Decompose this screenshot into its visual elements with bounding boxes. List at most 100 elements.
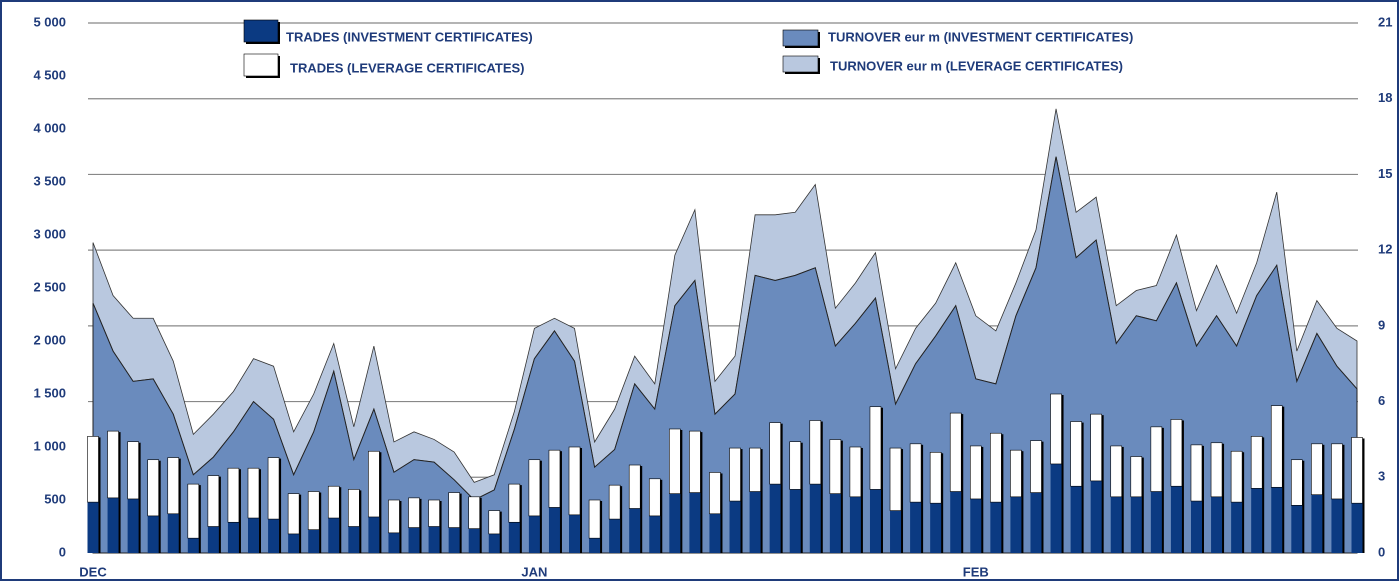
bar-investment	[1291, 505, 1303, 553]
bar-leverage	[869, 406, 882, 490]
legend-label: TURNOVER eur m (INVESTMENT CERTIFICATES)	[828, 29, 1133, 44]
bar-investment	[1311, 494, 1323, 553]
bar-investment	[829, 493, 841, 553]
bar-leverage	[1210, 442, 1223, 498]
area-investment	[92, 156, 1358, 554]
bar-investment	[809, 484, 821, 553]
x-tick-label: JAN	[521, 564, 547, 579]
bar-leverage	[588, 499, 601, 539]
bar-investment	[970, 498, 982, 553]
legend-swatch	[243, 53, 279, 77]
bar-investment	[1150, 491, 1162, 553]
bar-investment	[1331, 498, 1343, 553]
bar-investment	[488, 533, 500, 553]
y2-tick-label: 18	[1378, 90, 1392, 105]
bar-investment	[1190, 501, 1202, 553]
bar-investment	[990, 502, 1002, 553]
bar-investment	[1030, 492, 1042, 553]
bar-leverage	[287, 493, 300, 535]
bar-leverage	[348, 489, 360, 527]
bar-investment	[348, 526, 360, 553]
y-tick-label: 3 000	[33, 226, 66, 241]
y-tick-label: 4 500	[33, 67, 66, 82]
bar-leverage	[107, 430, 119, 499]
bar-leverage	[508, 483, 521, 523]
bar-leverage	[1250, 436, 1263, 489]
bar-investment	[268, 519, 280, 553]
bar-investment	[749, 491, 761, 553]
bar-leverage	[368, 450, 380, 518]
bar-leverage	[408, 497, 420, 528]
bar-investment	[1251, 488, 1263, 553]
bar-leverage	[749, 447, 761, 492]
bar-leverage	[1010, 449, 1022, 498]
bar-investment	[308, 529, 320, 553]
bar-leverage	[1110, 445, 1123, 498]
bar-leverage	[1311, 443, 1323, 496]
bar-investment	[869, 489, 881, 553]
y2-tick-label: 9	[1378, 317, 1385, 332]
bar-leverage	[307, 491, 320, 530]
x-tick-label: FEB	[963, 564, 989, 579]
bar-leverage	[1050, 393, 1062, 465]
bar-investment	[1211, 496, 1223, 553]
y-tick-label: 2 000	[33, 332, 66, 347]
bar-leverage	[1170, 419, 1183, 487]
bar-leverage	[1331, 443, 1343, 500]
bar-leverage	[187, 483, 200, 539]
bar-leverage	[1270, 405, 1283, 488]
bar-leverage	[909, 443, 922, 503]
bar-investment	[388, 532, 400, 553]
bar-investment	[1070, 486, 1082, 553]
bar-investment	[468, 528, 480, 553]
bar-investment	[1050, 463, 1062, 553]
bar-leverage	[729, 447, 741, 502]
bar-leverage	[1230, 450, 1243, 503]
bar-leverage	[568, 446, 581, 516]
bar-investment	[167, 513, 179, 553]
legend-swatch	[243, 19, 279, 43]
bar-investment	[87, 502, 99, 553]
y2-tick-label: 3	[1378, 469, 1385, 484]
bar-leverage	[1030, 440, 1042, 493]
bar-investment	[248, 518, 260, 553]
bar-leverage	[829, 439, 842, 494]
y-tick-label: 5 000	[33, 14, 66, 29]
bar-leverage	[528, 459, 541, 517]
bar-investment	[589, 538, 601, 553]
bar-investment	[328, 518, 340, 553]
bar-investment	[288, 533, 300, 553]
bar-leverage	[689, 430, 701, 493]
bar-investment	[709, 513, 721, 553]
bar-investment	[1010, 496, 1022, 553]
legend-label: TRADES (INVESTMENT CERTIFICATES)	[286, 29, 533, 44]
bar-investment	[629, 508, 641, 553]
bar-investment	[127, 498, 139, 553]
bar-investment	[1271, 487, 1283, 553]
bar-leverage	[969, 445, 982, 500]
bar-investment	[930, 503, 942, 553]
bar-investment	[669, 493, 681, 553]
bar-leverage	[227, 467, 240, 523]
bar-leverage	[147, 459, 159, 517]
legend-swatch	[782, 55, 819, 73]
bar-leverage	[709, 472, 721, 515]
y-tick-label: 4 000	[33, 120, 66, 135]
bar-leverage	[929, 451, 942, 504]
bar-investment	[428, 526, 440, 553]
bar-leverage	[949, 412, 962, 492]
bar-investment	[1130, 496, 1142, 553]
y-tick-label: 3 500	[33, 173, 66, 188]
bar-investment	[227, 522, 239, 553]
bar-leverage	[267, 457, 280, 520]
bar-leverage	[889, 447, 902, 511]
bar-investment	[528, 515, 540, 553]
bar-leverage	[789, 441, 802, 490]
bar-leverage	[1090, 413, 1102, 482]
bar-leverage	[1070, 421, 1082, 487]
bar-investment	[408, 527, 420, 553]
bar-investment	[548, 507, 560, 553]
bar-leverage	[1291, 459, 1303, 506]
bar-leverage	[1351, 437, 1363, 504]
